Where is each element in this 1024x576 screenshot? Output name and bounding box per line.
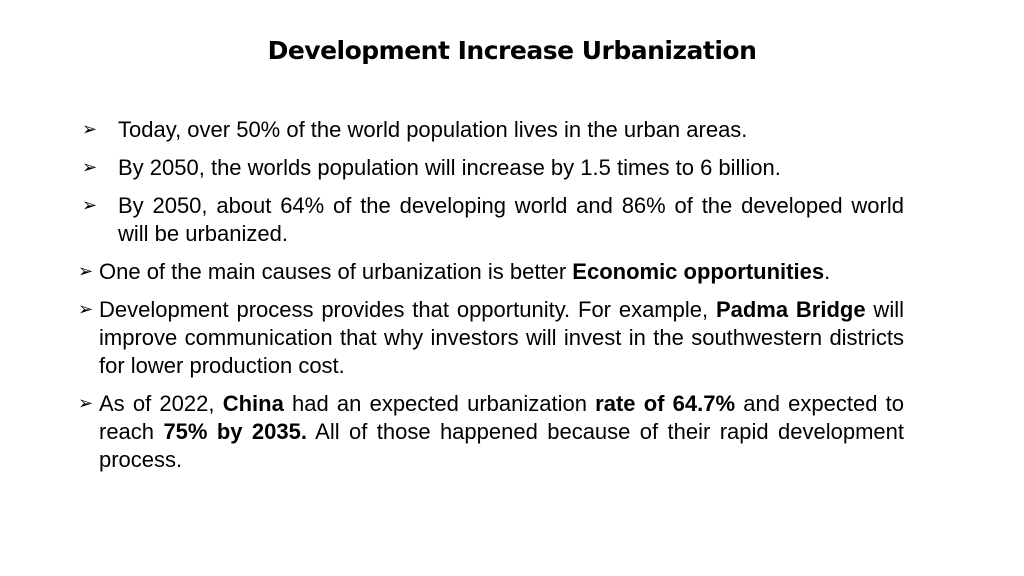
- bullet-text: will improve communication that why inve…: [99, 297, 904, 378]
- bullet-emphasis: China: [222, 391, 284, 416]
- bullet-text: and expected to reach: [99, 391, 904, 444]
- bullet-item: ➢ Development process provides that oppo…: [78, 296, 904, 380]
- bullet-text: Today, over 50% of the world population …: [118, 117, 748, 142]
- bullet-item: ➢ As of 2022, China had an expected urba…: [78, 390, 904, 474]
- bullet-text: By 2050, the worlds population will incr…: [118, 155, 781, 180]
- bullet-list: ➢ Today, over 50% of the world populatio…: [78, 116, 904, 484]
- arrow-bullet-icon: ➢: [82, 195, 98, 216]
- bullet-text: .: [824, 259, 831, 284]
- arrow-bullet-icon: ➢: [78, 261, 94, 282]
- bullet-text: As of 2022,: [99, 391, 223, 416]
- bullet-item: ➢ By 2050, the worlds population will in…: [78, 154, 904, 182]
- arrow-bullet-icon: ➢: [82, 157, 98, 178]
- bullet-text: Development process provides that opport…: [99, 297, 716, 322]
- bullet-item: ➢ By 2050, about 64% of the developing w…: [78, 192, 904, 248]
- arrow-bullet-icon: ➢: [78, 299, 94, 320]
- bullet-emphasis: Padma Bridge: [715, 297, 866, 322]
- bullet-text: had an expected urbanization: [283, 391, 596, 416]
- slide-title: Development Increase Urbanization: [267, 36, 757, 65]
- bullet-text: All of those happened because of their r…: [99, 419, 905, 472]
- bullet-emphasis: Economic opportunities: [572, 259, 825, 284]
- bullet-item: ➢ One of the main causes of urbanization…: [78, 258, 904, 286]
- bullet-text: One of the main causes of urbanization i…: [99, 259, 573, 284]
- bullet-item: ➢ Today, over 50% of the world populatio…: [78, 116, 904, 144]
- bullet-text: By 2050, about 64% of the developing wor…: [118, 193, 904, 246]
- bullet-emphasis: rate of 64.7%: [595, 391, 736, 416]
- arrow-bullet-icon: ➢: [82, 119, 98, 140]
- arrow-bullet-icon: ➢: [78, 393, 94, 414]
- bullet-emphasis: 75% by 2035.: [163, 419, 307, 444]
